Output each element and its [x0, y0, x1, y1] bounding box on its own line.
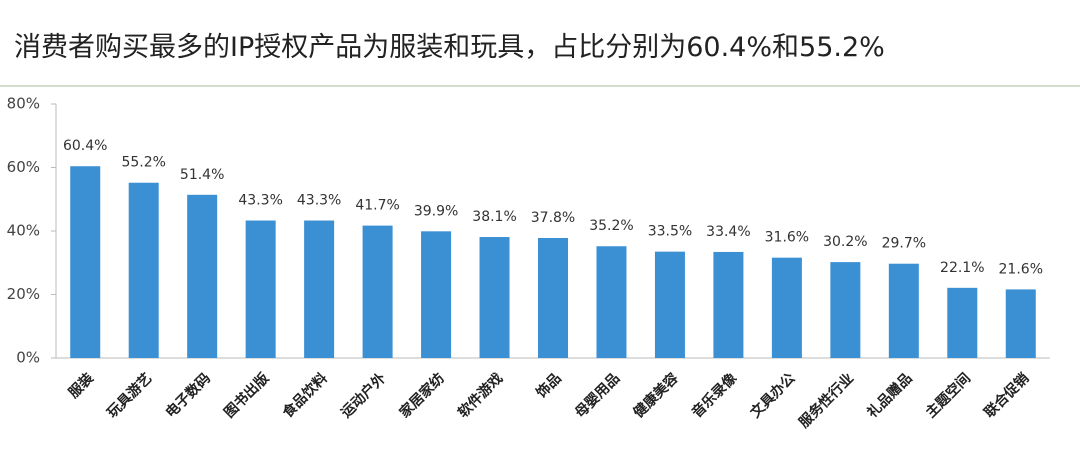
value-label: 33.4%	[706, 224, 750, 240]
x-tick-label: 音乐录像	[688, 369, 740, 421]
x-tick-label: 服装	[65, 369, 98, 402]
x-tick-label: 联合促销	[981, 370, 1033, 422]
value-label: 35.2%	[589, 218, 633, 234]
x-tick-label: 礼品赠品	[864, 370, 916, 422]
x-tick-label: 母婴用品	[572, 370, 624, 422]
x-tick-label: 运动户外	[338, 370, 390, 422]
x-tick-label: 健康美容	[630, 370, 682, 422]
x-tick-label: 文具办公	[747, 370, 799, 422]
value-label: 43.3%	[238, 193, 282, 209]
bar	[245, 220, 276, 358]
value-label: 60.4%	[63, 138, 107, 154]
y-tick-label: 20%	[7, 285, 40, 303]
x-tick-label: 软件游戏	[455, 370, 507, 422]
x-tick-label: 饰品	[533, 370, 565, 402]
x-tick-label: 食品饮料	[279, 370, 331, 422]
x-tick-label: 家居家纺	[396, 370, 448, 422]
y-tick-label: 60%	[7, 158, 40, 176]
chart-title: 消费者购买最多的IP授权产品为服装和玩具，占比分别为60.4%和55.2%	[14, 32, 885, 63]
value-label: 22.1%	[940, 260, 984, 276]
value-label: 29.7%	[882, 236, 926, 252]
bar	[596, 246, 627, 358]
x-tick-label: 服务性行业	[795, 370, 857, 432]
bar	[1005, 289, 1036, 358]
bar	[479, 237, 510, 358]
bar	[187, 194, 218, 358]
x-tick-label: 图书出版	[221, 370, 273, 422]
value-label: 37.8%	[531, 210, 575, 226]
value-label: 55.2%	[121, 155, 165, 171]
value-label: 39.9%	[414, 203, 458, 219]
bar	[888, 263, 919, 358]
bar	[947, 287, 978, 358]
x-tick-label: 玩具游艺	[104, 370, 156, 422]
bar	[421, 231, 452, 358]
y-tick-label: 80%	[7, 95, 40, 113]
bar	[771, 257, 802, 358]
bar	[70, 166, 101, 358]
bar	[713, 251, 744, 358]
bar	[830, 262, 861, 358]
value-label: 43.3%	[297, 193, 341, 209]
bar	[304, 220, 335, 358]
value-label: 51.4%	[180, 167, 224, 183]
y-tick-label: 0%	[16, 349, 40, 367]
value-label: 31.6%	[765, 230, 809, 246]
value-label: 41.7%	[355, 198, 399, 214]
bar	[538, 237, 568, 358]
value-label: 38.1%	[472, 209, 516, 225]
bar	[362, 225, 393, 358]
value-label: 33.5%	[648, 224, 692, 240]
y-tick-label: 40%	[7, 222, 40, 240]
value-label: 30.2%	[823, 234, 867, 250]
bar	[128, 182, 159, 358]
x-tick-label: 主题空间	[922, 370, 974, 422]
bar	[654, 251, 685, 358]
value-label: 21.6%	[999, 261, 1043, 277]
x-tick-label: 电子数码	[162, 370, 214, 422]
